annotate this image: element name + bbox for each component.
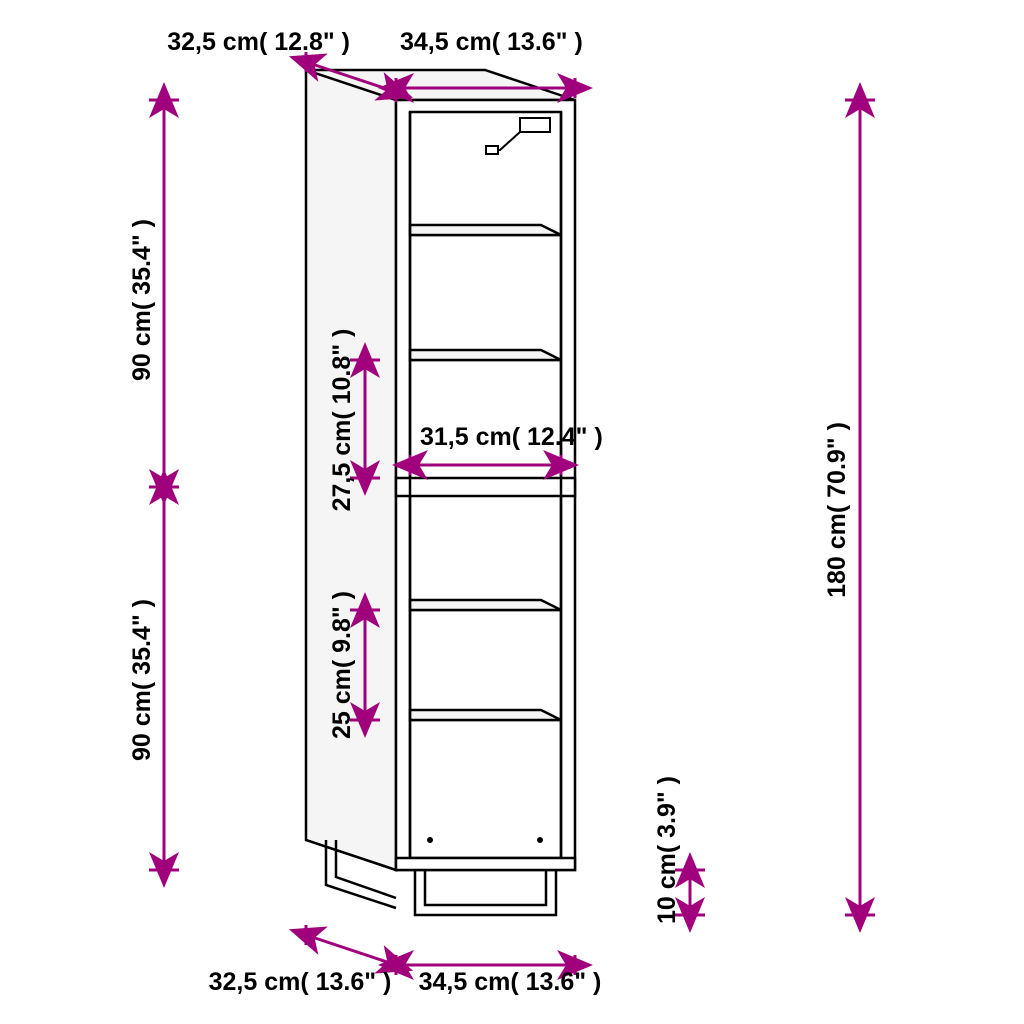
- label-left-lower: 90 cm( 35.4" ): [128, 599, 156, 761]
- label-top-width: 34,5 cm( 13.6" ): [400, 28, 583, 56]
- dimension-diagram: 32,5 cm( 12.8" ) 34,5 cm( 13.6" ) 90 cm(…: [0, 0, 1024, 1024]
- label-bottom-depth: 32,5 cm( 13.6" ): [209, 968, 392, 996]
- label-left-upper: 90 cm( 35.4" ): [128, 219, 156, 381]
- label-top-depth: 32,5 cm( 12.8" ): [167, 28, 350, 56]
- label-leg-height: 10 cm( 3.9" ): [653, 776, 681, 924]
- label-right-total: 180 cm( 70.9" ): [823, 422, 851, 598]
- label-inner-width: 31,5 cm( 12.4" ): [420, 423, 603, 451]
- label-shelf-lower: 25 cm( 9.8" ): [328, 591, 356, 739]
- label-shelf-upper: 27,5 cm( 10.8" ): [328, 329, 356, 512]
- label-bottom-width: 34,5 cm( 13.6" ): [419, 968, 602, 996]
